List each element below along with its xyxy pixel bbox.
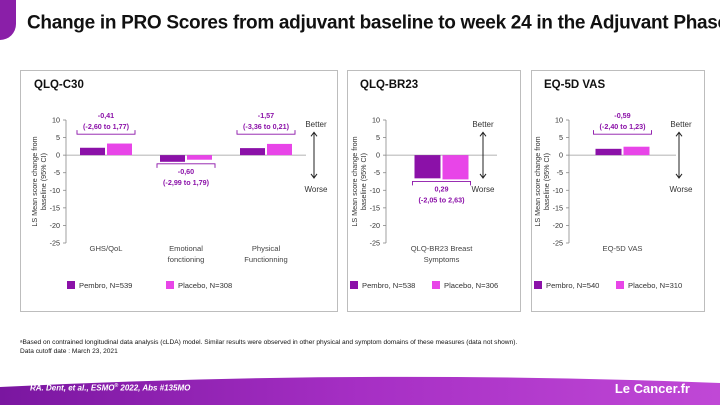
page-title: Change in PRO Scores from adjuvant basel… [27,12,720,34]
panel-qlq-c30 [20,70,338,312]
citation: RA. Dent, et al., ESMO® 2022, Abs #135MO [30,383,191,393]
site-logo: Le Cancer.fr [614,381,690,396]
accent-corner [0,0,16,40]
panel-title-qlq-br23: QLQ-BR23 [356,79,423,91]
panel-qlq-br23 [347,70,521,312]
footnote-cutoff: Data cutoff date : March 23, 2021 [20,348,118,355]
footer-band [0,376,720,405]
panel-title-qlq-c30: QLQ-C30 [30,79,88,91]
footnote-model: ᵃBased on contrained longitudinal data a… [20,339,518,346]
panel-title-eq5d-vas: EQ-5D VAS [540,79,610,91]
panel-eq5d-vas [531,70,705,312]
